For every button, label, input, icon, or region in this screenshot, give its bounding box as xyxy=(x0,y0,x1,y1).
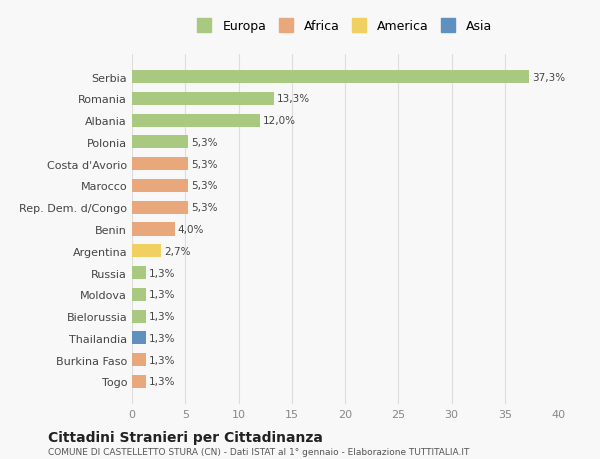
Text: 12,0%: 12,0% xyxy=(263,116,296,126)
Bar xyxy=(132,201,188,214)
Text: 1,3%: 1,3% xyxy=(149,311,176,321)
Text: 2,7%: 2,7% xyxy=(164,246,190,256)
Bar xyxy=(132,353,146,366)
Bar xyxy=(132,245,161,258)
Bar xyxy=(132,71,529,84)
Bar xyxy=(132,114,260,128)
Legend: Europa, Africa, America, Asia: Europa, Africa, America, Asia xyxy=(194,16,496,37)
Bar xyxy=(132,136,188,149)
Bar xyxy=(132,223,175,236)
Text: 1,3%: 1,3% xyxy=(149,290,176,300)
Text: 13,3%: 13,3% xyxy=(277,94,310,104)
Text: Cittadini Stranieri per Cittadinanza: Cittadini Stranieri per Cittadinanza xyxy=(48,430,323,444)
Text: 37,3%: 37,3% xyxy=(532,73,566,83)
Bar xyxy=(132,266,146,280)
Bar xyxy=(132,331,146,345)
Text: 5,3%: 5,3% xyxy=(191,159,218,169)
Bar xyxy=(132,179,188,193)
Text: 1,3%: 1,3% xyxy=(149,376,176,386)
Bar xyxy=(132,288,146,301)
Bar xyxy=(132,93,274,106)
Text: 5,3%: 5,3% xyxy=(191,181,218,191)
Text: COMUNE DI CASTELLETTO STURA (CN) - Dati ISTAT al 1° gennaio - Elaborazione TUTTI: COMUNE DI CASTELLETTO STURA (CN) - Dati … xyxy=(48,448,469,456)
Bar xyxy=(132,310,146,323)
Text: 5,3%: 5,3% xyxy=(191,203,218,213)
Text: 1,3%: 1,3% xyxy=(149,355,176,365)
Text: 5,3%: 5,3% xyxy=(191,138,218,148)
Text: 1,3%: 1,3% xyxy=(149,333,176,343)
Text: 4,0%: 4,0% xyxy=(178,224,204,235)
Text: 1,3%: 1,3% xyxy=(149,268,176,278)
Bar xyxy=(132,158,188,171)
Bar xyxy=(132,375,146,388)
